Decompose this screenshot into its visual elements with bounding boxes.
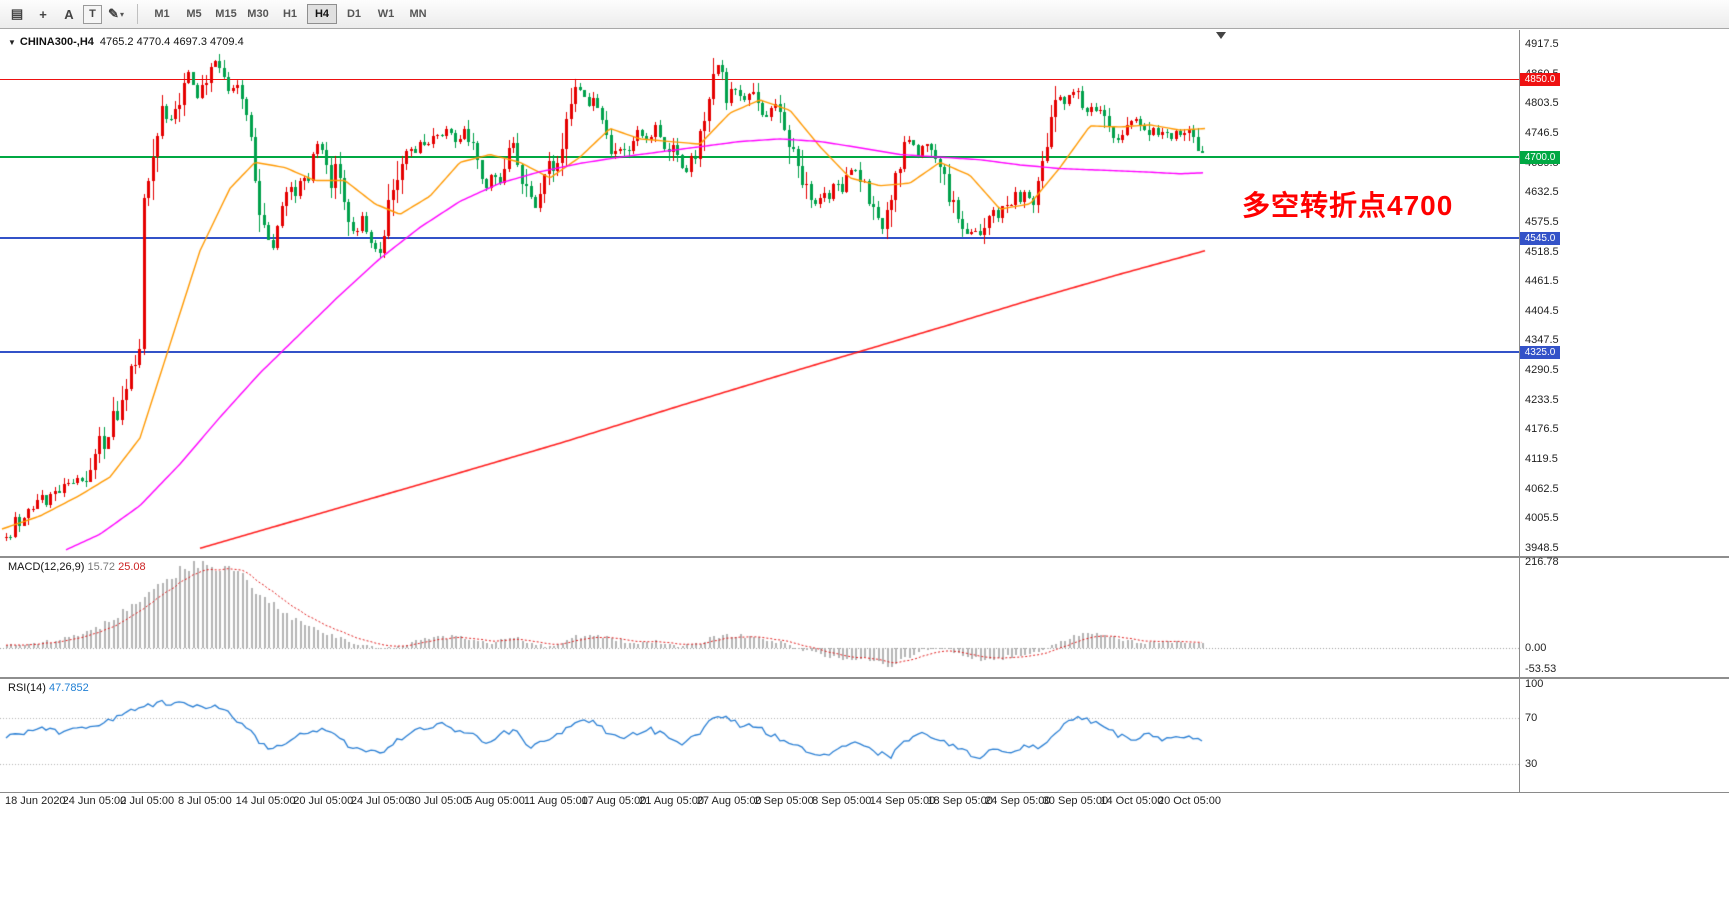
annotation-tool-icon[interactable]: A — [64, 6, 74, 22]
timeframe-button-mn[interactable]: MN — [409, 8, 427, 20]
price-axis-label: 4233.5 — [1525, 393, 1559, 406]
timeframe-button-h1[interactable]: H1 — [282, 8, 298, 20]
price-axis-label: 4290.5 — [1525, 364, 1559, 377]
time-axis-label: 20 Oct 05:00 — [1158, 795, 1221, 807]
time-axis-label: 8 Jul 05:00 — [177, 795, 232, 807]
timeframe-button-m30[interactable]: M30 — [247, 8, 269, 20]
rsi-label: RSI(14) 47.7852 — [8, 682, 89, 694]
ohlc-values: 4765.2 4770.4 4697.3 4709.4 — [100, 36, 244, 48]
price-axis-label: 4917.5 — [1525, 38, 1559, 50]
macd-value-main: 15.72 — [87, 561, 116, 573]
macd-label: MACD(12,26,9) 15.72 25.08 — [8, 561, 146, 573]
timeframe-button-h4[interactable]: H4 — [307, 4, 337, 24]
time-axis-label: 30 Sep 05:00 — [1042, 795, 1109, 807]
price-axis-label: 4404.5 — [1525, 304, 1559, 317]
price-axis-label: 4176.5 — [1525, 423, 1559, 436]
crosshair-icon[interactable]: + — [39, 6, 47, 22]
chart-annotation-text: 多空转折点4700 — [1242, 190, 1454, 221]
time-axis-label: 2 Sep 05:00 — [754, 795, 814, 807]
rsi-axis-label: 70 — [1525, 712, 1538, 725]
macd-value-signal: 25.08 — [118, 561, 146, 573]
price-axis-label: 4062.5 — [1525, 482, 1559, 495]
price-axis-label: 4119.5 — [1525, 453, 1558, 466]
time-axis-label: 27 Aug 05:00 — [696, 795, 762, 807]
time-axis-label: 2 Jul 05:00 — [120, 795, 175, 807]
text-tool-icon[interactable]: T — [83, 4, 102, 24]
time-axis-label: 5 Aug 05:00 — [466, 795, 525, 807]
price-axis-label: 4803.5 — [1525, 97, 1559, 110]
price-axis[interactable] — [1519, 30, 1520, 792]
time-axis-label: 17 Aug 05:00 — [581, 795, 647, 807]
timeframe-button-d1[interactable]: D1 — [346, 8, 362, 20]
price-axis-label: 4005.5 — [1525, 512, 1559, 525]
time-axis-label: 24 Jun 05:00 — [62, 795, 127, 807]
high-value: 4770.4 — [136, 36, 171, 48]
main-chart-canvas[interactable] — [0, 30, 1519, 556]
timeframe-button-m5[interactable]: M5 — [186, 8, 202, 20]
price-tag-4850.0: 4850.0 — [1520, 73, 1560, 87]
time-axis-label: 8 Sep 05:00 — [812, 795, 872, 807]
panel-separator-rsi[interactable] — [0, 677, 1729, 679]
pencil-icon: ✎ — [108, 6, 119, 21]
rsi-canvas[interactable] — [0, 680, 1519, 792]
chart-header: ▼ CHINA300-,H4 4765.2 4770.4 4697.3 4709.4 — [8, 36, 244, 48]
low-value: 4697.3 — [173, 36, 207, 48]
rsi-axis-label: 100 — [1525, 678, 1544, 690]
price-axis-label: 4461.5 — [1525, 275, 1559, 288]
toolbar-separator — [137, 4, 138, 24]
shapes-tool-icon[interactable]: ✎ ▾ — [104, 2, 128, 26]
macd-axis-label: 216.78 — [1525, 556, 1559, 568]
panel-separator-macd[interactable] — [0, 556, 1729, 558]
chevron-down-icon: ▾ — [119, 9, 124, 19]
rsi-axis-label: 30 — [1525, 757, 1538, 770]
price-tag-4700.0: 4700.0 — [1520, 151, 1560, 165]
price-axis-label: 4746.5 — [1525, 126, 1559, 139]
macd-axis-label: -53.53 — [1525, 663, 1557, 676]
timeframe-button-m1[interactable]: M1 — [154, 8, 170, 20]
time-axis-label: 24 Jul 05:00 — [350, 795, 411, 807]
time-axis-label: 14 Oct 05:00 — [1100, 795, 1164, 807]
price-axis-label: 3948.5 — [1525, 542, 1559, 554]
price-axis-label: 4518.5 — [1525, 245, 1559, 258]
time-axis-label: 14 Sep 05:00 — [869, 795, 936, 807]
macd-name: MACD(12,26,9) — [8, 561, 85, 573]
price-tag-4325.0: 4325.0 — [1520, 346, 1560, 360]
time-axis-label: 11 Aug 05:00 — [523, 795, 588, 807]
macd-axis-label: 0.00 — [1525, 642, 1547, 654]
macd-canvas[interactable] — [0, 559, 1519, 677]
price-axis-label: 4575.5 — [1525, 215, 1559, 228]
open-value: 4765.2 — [99, 36, 134, 48]
time-axis-label: 30 Jul 05:00 — [408, 795, 469, 807]
time-axis-label: 18 Sep 05:00 — [927, 795, 993, 807]
price-axis-label: 4632.5 — [1525, 186, 1559, 199]
scroll-marker-icon[interactable] — [1216, 32, 1226, 39]
close-value: 4709.4 — [210, 36, 244, 48]
time-axis-label: 20 Jul 05:00 — [293, 795, 354, 807]
symbol-timeframe: CHINA300-,H4 — [19, 36, 94, 48]
time-axis-label: 18 Jun 2020 — [5, 795, 66, 807]
time-axis-label: 21 Aug 05:00 — [639, 795, 704, 807]
price-tag-4545.0: 4545.0 — [1520, 231, 1560, 245]
timeframe-button-w1[interactable]: W1 — [377, 8, 395, 20]
rsi-name: RSI(14) — [8, 682, 46, 694]
menu-icon[interactable]: ▤ — [10, 6, 24, 21]
timeframe-group: M1 M5 M15 M30 H1 H4 D1 W1 MN — [146, 4, 434, 24]
time-axis[interactable] — [0, 792, 1729, 793]
toolbar: ▤ + A T ✎ ▾ M1 M5 M15 M30 H1 H4 D1 W1 MN — [0, 0, 1729, 29]
time-axis-label: 14 Jul 05:00 — [235, 795, 296, 807]
price-axis-label: 4347.5 — [1525, 334, 1559, 347]
symbol-dropdown-icon[interactable]: ▼ — [8, 38, 16, 47]
rsi-value: 47.7852 — [48, 682, 89, 694]
time-axis-label: 24 Sep 05:00 — [985, 795, 1051, 807]
timeframe-button-m15[interactable]: M15 — [215, 8, 237, 20]
